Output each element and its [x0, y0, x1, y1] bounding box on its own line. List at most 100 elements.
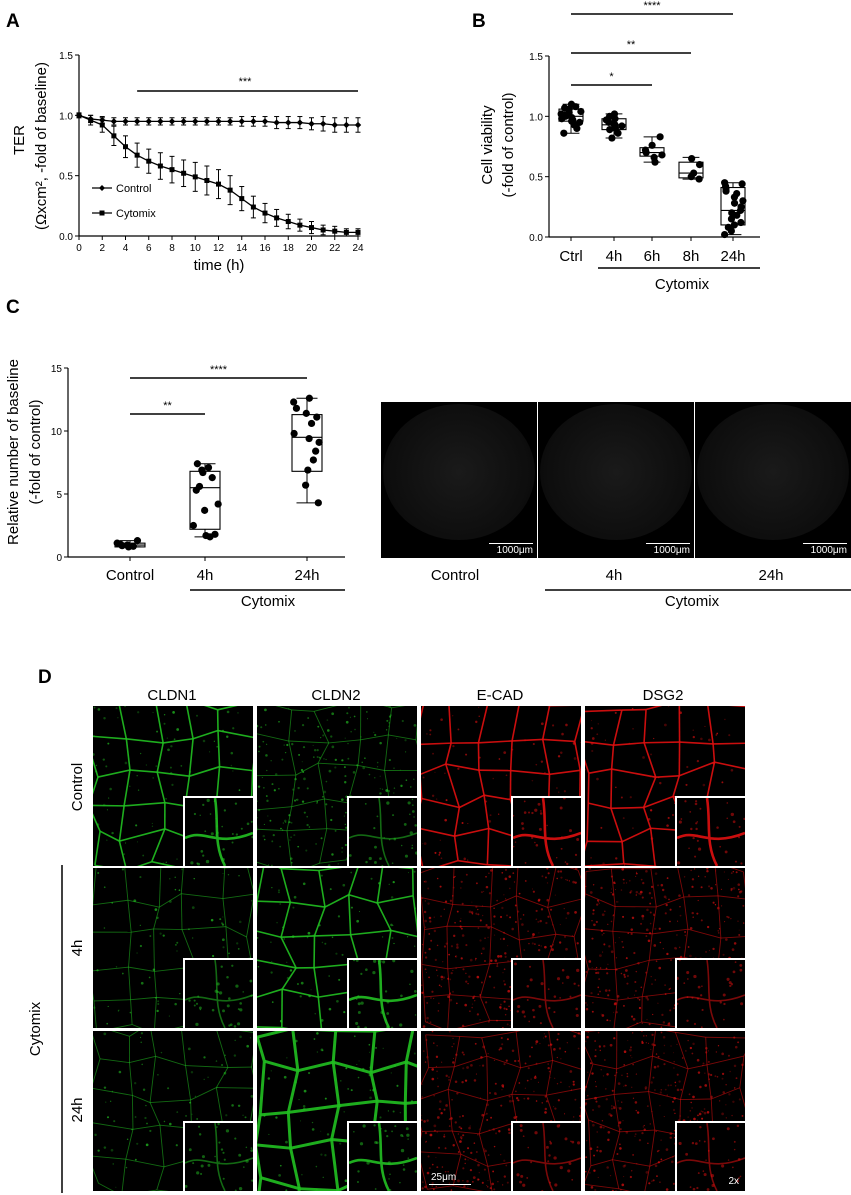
d-group-label: Cytomix: [27, 1001, 44, 1056]
category-label: 4h: [197, 567, 214, 584]
data-point: [618, 122, 626, 130]
data-point-control: [354, 121, 362, 129]
data-point-cytomix: [76, 112, 82, 118]
data-point: [189, 521, 197, 530]
data-point: [656, 133, 664, 141]
chart-b-ylabel-line2: (-fold of control): [500, 92, 517, 197]
y-tick-label: 0.5: [529, 173, 543, 184]
data-point-cytomix: [146, 158, 152, 164]
data-point: [648, 141, 656, 149]
panel-letter-b: B: [472, 11, 486, 32]
box: [189, 470, 221, 530]
data-point-cytomix: [297, 222, 303, 228]
data-point-control: [285, 119, 292, 126]
data-point: [561, 104, 569, 112]
category-label: 24h: [720, 248, 745, 265]
data-point: [658, 151, 666, 159]
x-tick-label: 12: [213, 243, 225, 254]
y-tick-label: 10: [51, 427, 63, 438]
category-label: Control: [106, 567, 154, 584]
data-point: [309, 456, 317, 464]
y-tick-label: 5: [56, 490, 62, 501]
data-point: [305, 394, 313, 402]
data-point: [302, 409, 310, 417]
data-point: [113, 539, 121, 547]
data-point: [737, 218, 745, 227]
data-point-cytomix: [355, 229, 361, 235]
data-point: [560, 129, 568, 137]
micro-label-4h: 4h: [606, 567, 623, 584]
data-point-cytomix: [99, 122, 105, 128]
data-point: [610, 110, 619, 118]
chart-b-group-label: Cytomix: [655, 276, 710, 293]
data-point: [728, 209, 736, 217]
data-point: [721, 179, 729, 187]
data-point: [608, 134, 616, 142]
x-tick-label: 6: [146, 243, 152, 254]
data-point-control: [110, 118, 118, 125]
data-point: [695, 161, 704, 169]
data-point: [739, 197, 747, 205]
panel-letter-d: D: [38, 667, 52, 688]
data-point-control: [192, 118, 199, 125]
data-point: [204, 463, 213, 472]
data-point: [305, 434, 313, 443]
significance-label: **: [163, 400, 172, 412]
x-tick-label: 16: [259, 243, 271, 254]
x-tick-label: 22: [329, 243, 341, 254]
significance-label: ****: [643, 0, 661, 12]
data-point-control: [250, 118, 257, 125]
data-point-cytomix: [181, 170, 187, 176]
data-point-cytomix: [250, 204, 256, 210]
data-point: [641, 146, 650, 154]
data-point: [577, 107, 585, 116]
data-point-cytomix: [320, 227, 326, 233]
data-point-cytomix: [123, 144, 128, 150]
data-point-cytomix: [192, 174, 198, 180]
legend-label-control: Control: [116, 183, 151, 195]
y-tick-label: 15: [51, 364, 63, 375]
x-tick-label: 8: [169, 243, 175, 254]
legend-marker: [99, 185, 105, 191]
data-point: [557, 110, 565, 118]
data-point: [198, 466, 206, 474]
data-point-control: [180, 118, 187, 125]
data-point-cytomix: [157, 163, 163, 169]
chart-a: TER (Ωxcm², -fold of baseline) time (h) …: [11, 51, 364, 274]
micro-label-24h: 24h: [758, 567, 783, 584]
x-tick-label: 24: [352, 243, 364, 254]
d-col-cldn1: CLDN1: [147, 687, 196, 704]
chart-b: Cell viability (-fold of control) Cytomi…: [479, 0, 760, 293]
data-point: [133, 537, 142, 545]
micro-group-label: Cytomix: [665, 593, 720, 610]
data-point: [202, 531, 210, 540]
significance-label: *: [609, 71, 614, 83]
chart-a-ylabel-line2: (Ωxcm², -fold of baseline): [33, 62, 50, 230]
x-tick-label: 0: [76, 243, 82, 254]
data-point: [695, 175, 703, 183]
chart-a-xlabel: time (h): [194, 257, 245, 274]
d-row-control: Control: [69, 763, 86, 811]
d-row-24h: 24h: [69, 1097, 86, 1122]
significance-label: **: [627, 39, 636, 51]
chart-c-ylabel-line1: Relative number of baseline: [5, 359, 22, 545]
data-point-control: [273, 119, 280, 126]
category-label: 24h: [294, 567, 319, 584]
category-label: 4h: [606, 248, 623, 265]
data-point: [208, 474, 216, 482]
data-point: [724, 223, 732, 231]
data-point-cytomix: [169, 167, 175, 173]
data-point: [690, 169, 698, 177]
chart-a-significance: ***: [239, 76, 253, 88]
data-point: [302, 481, 310, 489]
data-point-control: [157, 118, 164, 125]
y-tick-label: 1.0: [59, 111, 73, 122]
micro-label-control: Control: [431, 567, 479, 584]
d-col-cldn2: CLDN2: [311, 687, 360, 704]
data-point: [290, 398, 298, 406]
data-point: [290, 429, 298, 438]
data-point: [314, 499, 322, 507]
data-point-control: [226, 118, 234, 125]
data-point: [727, 215, 736, 223]
